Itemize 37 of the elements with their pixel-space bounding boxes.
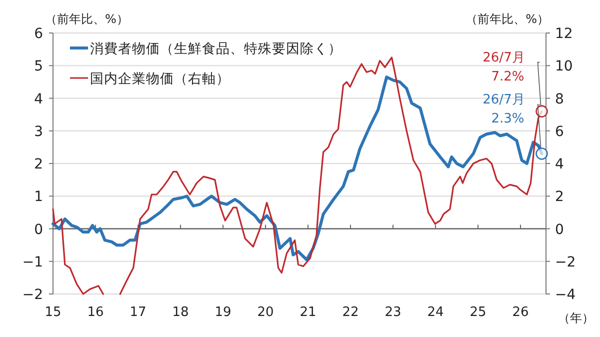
x-tick-label: 15	[44, 305, 62, 320]
x-tick-label: 16	[87, 305, 104, 320]
x-tick-label: 24	[427, 305, 444, 320]
y-tick-label: −1	[22, 254, 43, 270]
x-tick-label: 25	[470, 305, 486, 320]
y2-tick-label: 8	[555, 91, 564, 108]
x-tick-label: 26	[512, 305, 529, 320]
y-tick-label: 2	[34, 156, 43, 172]
y-tick-label: 3	[34, 124, 43, 140]
x-tick-label: 18	[172, 305, 189, 320]
y2-tick-label: 6	[555, 124, 564, 140]
x-tick-label: 21	[300, 305, 316, 320]
annotation: 26/7月 2.3%	[482, 92, 525, 127]
x-axis-title: （年）	[558, 311, 594, 325]
y2-tick-label: 2	[555, 189, 564, 206]
y2-tick-label: 12	[555, 26, 573, 42]
y-tick-label: 5	[34, 58, 43, 75]
y-tick-label: 0	[34, 222, 43, 238]
legend-label: 消費者物価（生鮮食品、特殊要因除く）	[90, 41, 342, 57]
x-tick-label: 20	[257, 305, 274, 320]
y-tick-label: 6	[34, 26, 44, 42]
y2-tick-label: −2	[555, 254, 576, 270]
y2-tick-label: 4	[555, 156, 564, 172]
x-tick-label: 19	[214, 305, 232, 320]
x-tick-label: 17	[130, 305, 146, 320]
y2-tick-label: −4	[555, 287, 576, 303]
y2-tick-label: 0	[555, 222, 564, 238]
y2-tick-label: 10	[555, 58, 573, 75]
x-tick-label: 23	[384, 305, 402, 320]
legend-label: 国内企業物価（右軸）	[90, 71, 230, 87]
y-tick-label: −2	[22, 287, 43, 303]
y-tick-label: 4	[34, 91, 44, 108]
y2-axis-title: （前年比、%）	[466, 12, 549, 26]
y-tick-label: 1	[34, 189, 43, 206]
x-tick-label: 22	[342, 305, 359, 320]
y-axis-title: （前年比、%）	[45, 12, 128, 26]
annotation: 26/7月 7.2%	[482, 50, 525, 84]
